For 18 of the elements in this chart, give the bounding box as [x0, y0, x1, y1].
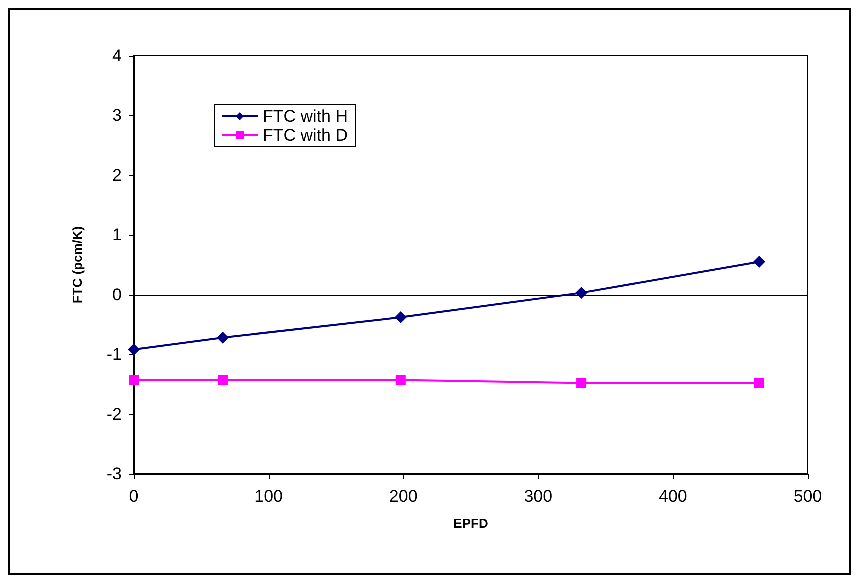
y-tick-label: 1	[112, 226, 122, 245]
x-tick-label: 0	[129, 487, 139, 506]
y-tick-label: -1	[106, 345, 122, 364]
x-tick-label: 300	[524, 487, 553, 506]
y-tick-label: 4	[112, 46, 122, 66]
x-tick-label: 100	[254, 487, 283, 506]
y-tick-label: 3	[112, 106, 122, 126]
y-tick-label: 2	[112, 166, 122, 185]
x-axis-title: EPFD	[454, 516, 488, 531]
y-tick-label: -2	[106, 404, 122, 424]
legend-label: FTC with H	[263, 107, 348, 126]
y-tick-label: 0	[112, 285, 122, 304]
x-tick-label: 500	[794, 487, 822, 506]
x-tick-label: 200	[389, 487, 418, 506]
y-axis-title: FTC (pcm/K)	[70, 226, 85, 304]
x-tick-label: 400	[659, 487, 688, 506]
legend-label: FTC with D	[263, 126, 348, 145]
y-tick-label: -3	[106, 464, 122, 484]
